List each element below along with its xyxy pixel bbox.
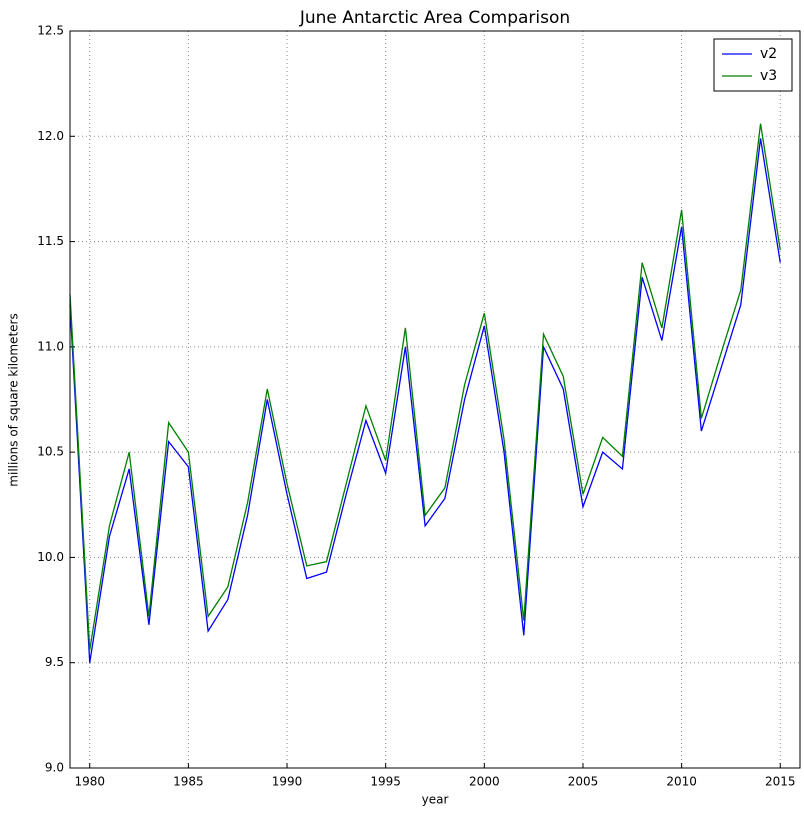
legend-label: v2 (760, 46, 777, 62)
x-axis-label: year (422, 793, 449, 807)
x-tick-label: 2015 (765, 775, 796, 789)
x-tick-label: 2010 (666, 775, 697, 789)
x-tick-label: 2005 (568, 775, 599, 789)
y-tick-label: 11.5 (37, 234, 64, 248)
y-tick-label: 9.0 (45, 761, 64, 775)
y-tick-label: 11.0 (37, 339, 64, 353)
series-line (69, 123, 781, 651)
y-tick-label: 10.0 (37, 550, 64, 564)
x-tick-label: 1995 (370, 775, 401, 789)
y-tick-label: 10.5 (37, 445, 64, 459)
y-tick-label: 12.0 (37, 129, 64, 143)
x-tick-label: 1990 (272, 775, 303, 789)
legend-label: v3 (760, 68, 777, 84)
x-tick-label: 1985 (173, 775, 204, 789)
x-tick-label: 2000 (469, 775, 500, 789)
y-tick-label: 12.5 (37, 24, 64, 38)
series-line (69, 138, 781, 663)
y-axis-label: millions of square kilometers (7, 313, 21, 486)
y-tick-label: 9.5 (45, 655, 64, 669)
plot-frame (69, 30, 801, 769)
x-tick-label: 1980 (74, 775, 105, 789)
legend-box (713, 38, 793, 92)
chart-title: June Antarctic Area Comparison (299, 8, 570, 28)
